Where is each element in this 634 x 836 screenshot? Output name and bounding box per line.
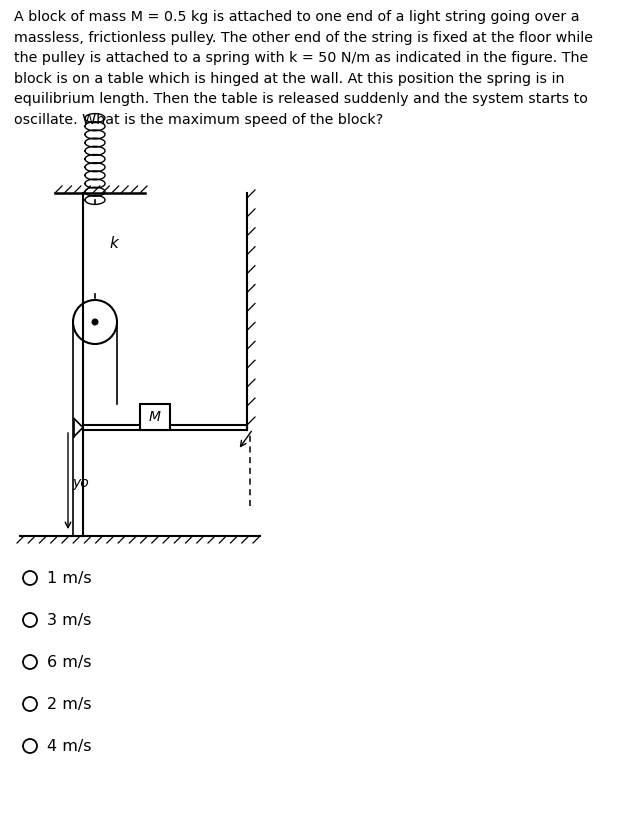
Text: A block of mass M = 0.5 kg is attached to one end of a light string going over a: A block of mass M = 0.5 kg is attached t… bbox=[14, 10, 593, 127]
Text: 6 m/s: 6 m/s bbox=[47, 655, 91, 670]
Bar bbox=[83, 425, 247, 430]
Text: k: k bbox=[109, 237, 118, 252]
Circle shape bbox=[92, 319, 98, 325]
Text: 4 m/s: 4 m/s bbox=[47, 738, 91, 753]
Text: M: M bbox=[149, 410, 161, 424]
Bar bbox=[140, 404, 170, 430]
Text: yo: yo bbox=[72, 476, 89, 490]
Text: 1 m/s: 1 m/s bbox=[47, 570, 92, 585]
Text: 3 m/s: 3 m/s bbox=[47, 613, 91, 628]
Text: 2 m/s: 2 m/s bbox=[47, 696, 91, 711]
